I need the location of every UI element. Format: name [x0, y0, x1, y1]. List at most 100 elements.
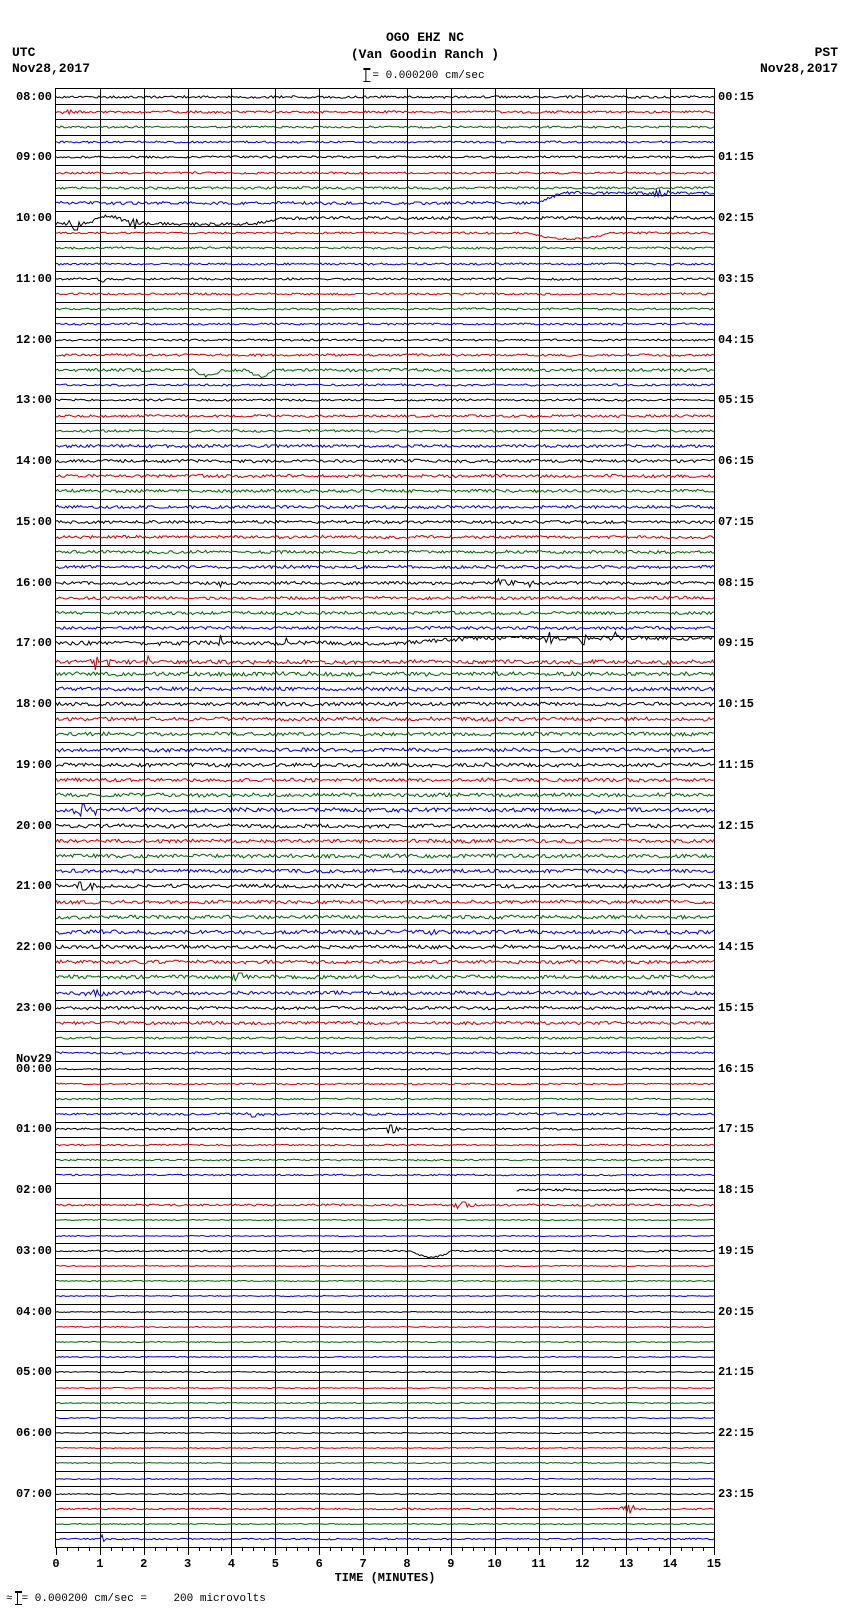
- pst-hour-label: 15:15: [718, 1001, 754, 1015]
- trace-row: [56, 902, 714, 903]
- trace-row: [56, 431, 714, 432]
- utc-hour-label: 02:00: [16, 1183, 52, 1197]
- station-location: (Van Goodin Ranch ): [0, 47, 850, 64]
- trace-row: 01:0017:15: [56, 1129, 714, 1130]
- trace-row: 08:0000:15: [56, 97, 714, 98]
- pst-hour-label: 11:15: [718, 758, 754, 772]
- utc-hour-label: 09:00: [16, 150, 52, 164]
- utc-hour-label: 18:00: [16, 697, 52, 711]
- pst-hour-label: 04:15: [718, 333, 754, 347]
- utc-hour-label: 15:00: [16, 515, 52, 529]
- trace-row: [56, 1205, 714, 1206]
- trace-row: [56, 810, 714, 811]
- trace-row: [56, 1357, 714, 1358]
- utc-hour-label: 07:00: [16, 1487, 52, 1501]
- pst-hour-label: 08:15: [718, 576, 754, 590]
- utc-hour-label: 21:00: [16, 879, 52, 893]
- utc-hour-label: 06:00: [16, 1426, 52, 1440]
- trace-row: [56, 309, 714, 310]
- trace-row: 20:0012:15: [56, 826, 714, 827]
- trace-row: [56, 1160, 714, 1161]
- trace-row: [56, 1479, 714, 1480]
- day-break-label: Nov29: [16, 1052, 52, 1066]
- trace-row: [56, 476, 714, 477]
- x-tick-label: 1: [96, 1557, 103, 1571]
- utc-hour-label: 12:00: [16, 333, 52, 347]
- trace-row: [56, 1524, 714, 1525]
- utc-hour-label: 11:00: [16, 272, 52, 286]
- tz-right-label: PST: [760, 45, 838, 61]
- trace-row: 22:0014:15: [56, 947, 714, 948]
- trace-row: 06:0022:15: [56, 1433, 714, 1434]
- footer-text-1: = 0.000200 cm/sec =: [22, 1593, 147, 1605]
- x-tick-label: 11: [531, 1557, 545, 1571]
- trace-row: [56, 324, 714, 325]
- trace-row: [56, 1463, 714, 1464]
- seismogram-container: OGO EHZ NC (Van Goodin Ranch ) = 0.00020…: [0, 0, 850, 1613]
- pst-hour-label: 16:15: [718, 1062, 754, 1076]
- x-tick-label: 0: [52, 1557, 59, 1571]
- utc-hour-label: 19:00: [16, 758, 52, 772]
- trace-row: [56, 567, 714, 568]
- trace-row: [56, 1448, 714, 1449]
- x-tick-label: 3: [184, 1557, 191, 1571]
- trace-row: [56, 719, 714, 720]
- trace-row: [56, 856, 714, 857]
- footer-scale: ≈= 0.000200 cm/sec = 200 microvolts: [6, 1591, 266, 1605]
- trace-row: [56, 552, 714, 553]
- x-tick-label: 7: [359, 1557, 366, 1571]
- x-tick-label: 13: [619, 1557, 633, 1571]
- plot-area: TIME (MINUTES) 0123456789101112131415 08…: [55, 88, 715, 1548]
- trace-row: [56, 446, 714, 447]
- tz-right-date: Nov28,2017: [760, 61, 838, 77]
- x-tick-label: 8: [403, 1557, 410, 1571]
- trace-row: 21:0013:15: [56, 886, 714, 887]
- trace-row: [56, 932, 714, 933]
- pst-hour-label: 02:15: [718, 211, 754, 225]
- utc-hour-label: 22:00: [16, 940, 52, 954]
- trace-row: [56, 1296, 714, 1297]
- pst-hour-label: 12:15: [718, 819, 754, 833]
- pst-hour-label: 19:15: [718, 1244, 754, 1258]
- utc-hour-label: 08:00: [16, 90, 52, 104]
- trace-row: [56, 1236, 714, 1237]
- x-tick-label: 6: [316, 1557, 323, 1571]
- trace-row: 23:0015:15: [56, 1008, 714, 1009]
- utc-hour-label: 05:00: [16, 1365, 52, 1379]
- pst-hour-label: 01:15: [718, 150, 754, 164]
- trace-row: [56, 598, 714, 599]
- trace-row: [56, 962, 714, 963]
- trace-row: [56, 750, 714, 751]
- trace-row: 02:0018:15: [56, 1190, 714, 1191]
- trace-row: [56, 993, 714, 994]
- trace-row: [56, 355, 714, 356]
- trace-row: 10:0002:15: [56, 218, 714, 219]
- x-axis: TIME (MINUTES) 0123456789101112131415: [56, 1547, 714, 1587]
- trace-row: [56, 203, 714, 204]
- x-tick-label: 9: [447, 1557, 454, 1571]
- x-tick-label: 12: [575, 1557, 589, 1571]
- x-tick-label: 2: [140, 1557, 147, 1571]
- tz-left-label: UTC: [12, 45, 90, 61]
- utc-hour-label: 10:00: [16, 211, 52, 225]
- trace-row: [56, 1281, 714, 1282]
- x-tick-label: 5: [272, 1557, 279, 1571]
- trace-row: [56, 674, 714, 675]
- x-tick-label: 14: [663, 1557, 677, 1571]
- trace-row: [56, 734, 714, 735]
- station-code: OGO EHZ NC: [0, 30, 850, 47]
- scale-indicator: = 0.000200 cm/sec: [365, 68, 484, 82]
- pst-hour-label: 18:15: [718, 1183, 754, 1197]
- pst-hour-label: 21:15: [718, 1365, 754, 1379]
- utc-hour-label: 20:00: [16, 819, 52, 833]
- trace-row: [56, 613, 714, 614]
- trace-row: [56, 416, 714, 417]
- trace-row: [56, 1038, 714, 1039]
- trace-row: [56, 841, 714, 842]
- pst-hour-label: 10:15: [718, 697, 754, 711]
- trace-row: [56, 173, 714, 174]
- utc-hour-label: 16:00: [16, 576, 52, 590]
- pst-hour-label: 22:15: [718, 1426, 754, 1440]
- trace-row: 05:0021:15: [56, 1372, 714, 1373]
- trace-row: [56, 233, 714, 234]
